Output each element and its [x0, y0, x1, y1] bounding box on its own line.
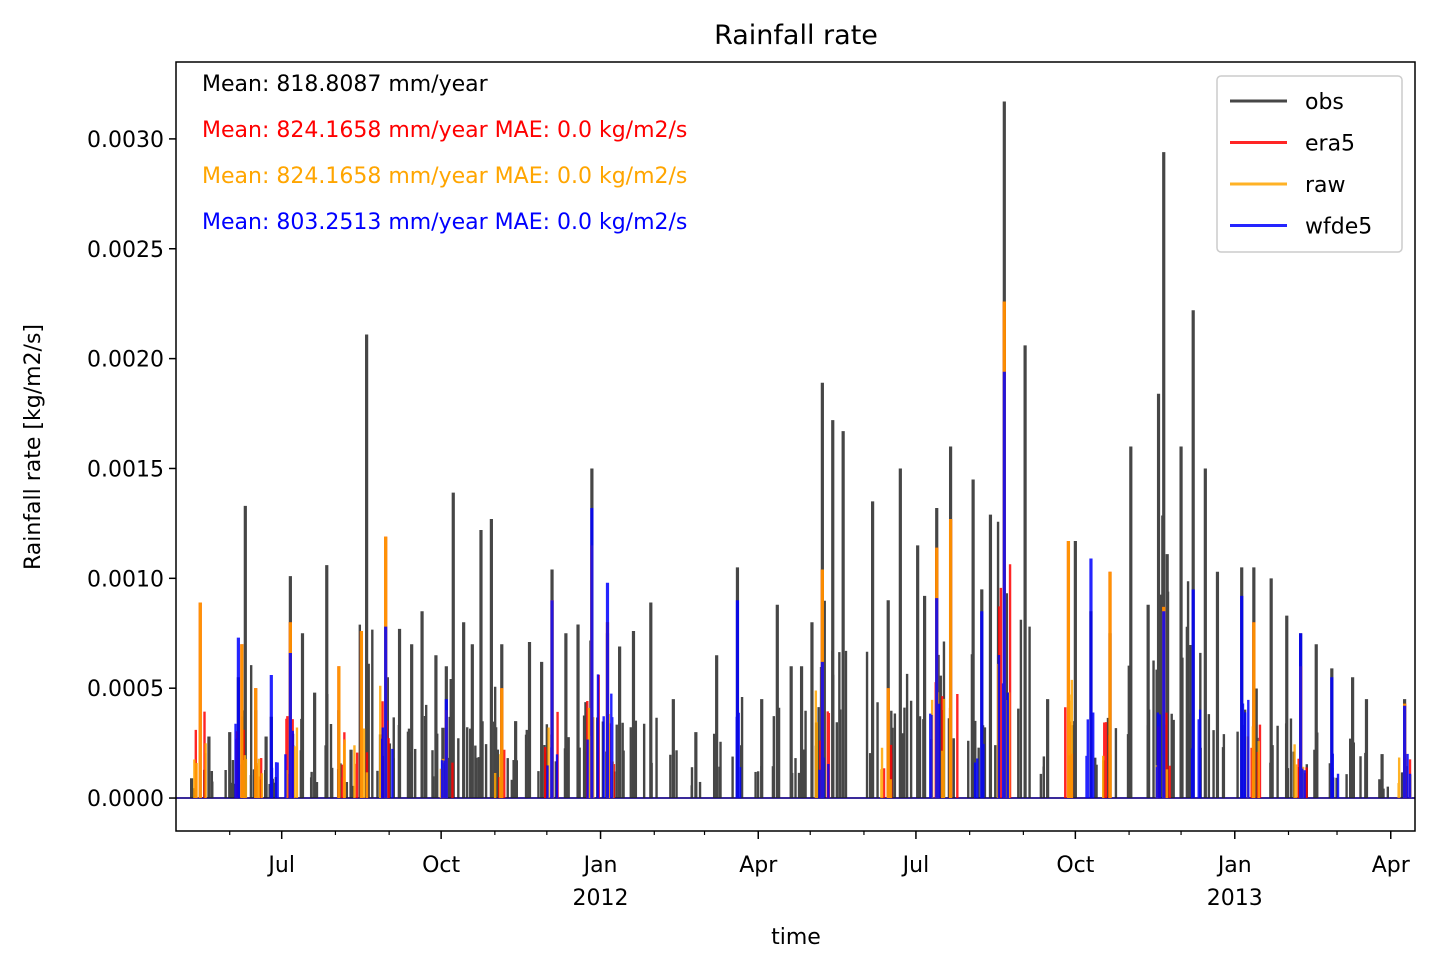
- stats-annotations: Mean: 818.8087 mm/year Mean: 824.1658 mm/…: [202, 72, 687, 235]
- y-tick-label: 0.0010: [87, 567, 164, 592]
- x-tick-label: Jul: [266, 853, 295, 878]
- y-axis-title: Rainfall rate [kg/m2/s]: [21, 324, 46, 570]
- chart-title: Rainfall rate: [714, 20, 878, 51]
- y-tick-label: 0.0000: [87, 787, 164, 812]
- annotation-text: Mean: 803.2513 mm/year MAE: 0.0 kg/m2/s: [202, 210, 687, 235]
- x-tick-label: Apr: [739, 853, 778, 878]
- legend-label-raw: raw: [1305, 173, 1346, 198]
- annotation-text: Mean: 824.1658 mm/year MAE: 0.0 kg/m2/s: [202, 164, 687, 189]
- legend-label-obs: obs: [1305, 90, 1344, 115]
- y-axis: 0.0000 0.0005 0.0010 0.0015 0.0020 0.0025 0.00…: [87, 128, 176, 812]
- y-tick-label: 0.0015: [87, 457, 164, 482]
- plot-series: [176, 101, 1415, 800]
- x-tick-label: Oct: [422, 853, 460, 878]
- y-tick-label: 0.0025: [87, 238, 164, 263]
- legend-label-wfde5: wfde5: [1305, 215, 1372, 240]
- x-axis: Jul Oct Jan 2012 Apr Jul Oct Jan 2013 Apr: [229, 831, 1411, 911]
- y-tick-label: 0.0020: [87, 348, 164, 373]
- x-tick-year-label: 2012: [573, 886, 629, 911]
- x-tick-year-label: 2013: [1207, 886, 1263, 911]
- x-tick-label: Oct: [1056, 853, 1094, 878]
- annotation-text: Mean: 824.1658 mm/year MAE: 0.0 kg/m2/s: [202, 118, 687, 143]
- legend-box: [1216, 75, 1403, 253]
- y-tick-label: 0.0005: [87, 677, 164, 702]
- series-wfde5: [234, 371, 1412, 799]
- legend-label-era5: era5: [1305, 132, 1355, 157]
- x-axis-title: time: [771, 925, 821, 950]
- x-tick-label: Jul: [901, 853, 930, 878]
- y-tick-label: 0.0030: [87, 128, 164, 153]
- x-tick-label: Jan: [1216, 853, 1252, 878]
- legend: obs era5 raw wfde5: [1216, 75, 1403, 253]
- plot-frame: [175, 61, 1416, 832]
- x-tick-label: Jan: [582, 853, 618, 878]
- annotation-text: Mean: 818.8087 mm/year: [202, 72, 489, 97]
- x-tick-label: Apr: [1372, 853, 1411, 878]
